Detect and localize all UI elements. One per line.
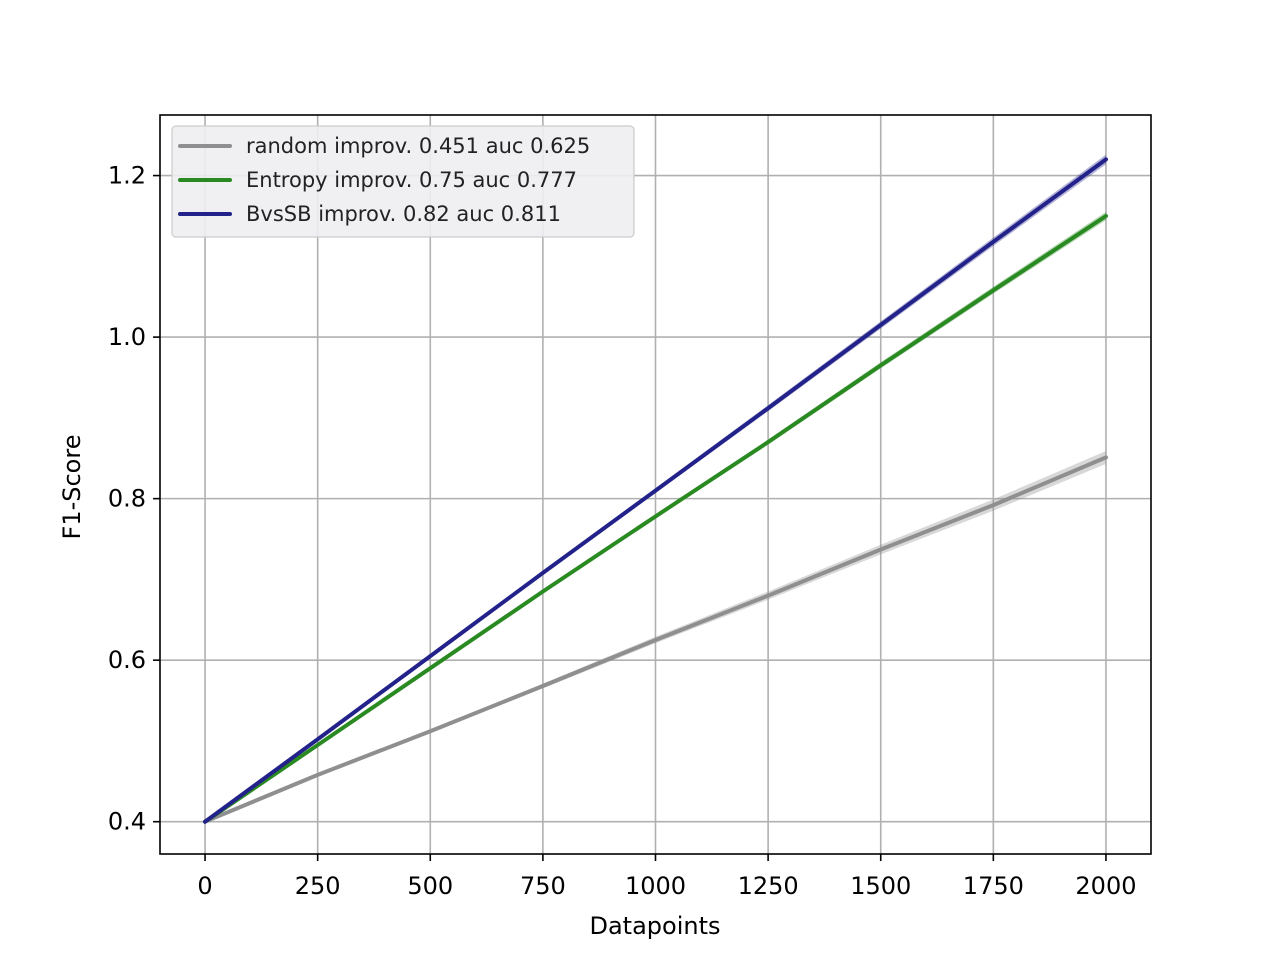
series-1-line — [203, 214, 1108, 824]
x-tick-label: 2000 — [1075, 872, 1136, 900]
y-tick-label: 1.2 — [108, 162, 146, 190]
y-axis-title: F1-Score — [58, 435, 86, 540]
x-axis-ticks: 0 250 500 750 1000 1250 1500 1750 2000 — [197, 854, 1136, 900]
y-tick-label: 0.8 — [108, 485, 146, 513]
x-tick-label: 750 — [520, 872, 566, 900]
x-axis-title: Datapoints — [589, 912, 720, 940]
grid-lines — [160, 115, 1151, 854]
legend-label-1: Entropy improv. 0.75 auc 0.777 — [246, 168, 577, 192]
x-tick-label: 1750 — [963, 872, 1024, 900]
legend: random improv. 0.451 auc 0.625 Entropy im… — [171, 125, 635, 238]
y-tick-label: 0.4 — [108, 808, 146, 836]
x-tick-label: 500 — [407, 872, 453, 900]
x-tick-label: 1250 — [738, 872, 799, 900]
x-tick-label: 0 — [197, 872, 212, 900]
legend-label-2: BvsSB improv. 0.82 auc 0.811 — [246, 202, 561, 226]
legend-label-0: random improv. 0.451 auc 0.625 — [246, 134, 590, 158]
y-tick-label: 0.6 — [108, 646, 146, 674]
x-tick-label: 250 — [295, 872, 341, 900]
y-axis-ticks: 0.4 0.6 0.8 1.0 1.2 — [108, 162, 160, 836]
y-tick-label: 1.0 — [108, 323, 146, 351]
series-0-line — [203, 455, 1108, 824]
legend-box — [171, 125, 635, 238]
series-2-line — [203, 157, 1108, 824]
x-tick-label: 1500 — [850, 872, 911, 900]
series-lines — [203, 157, 1108, 824]
x-tick-label: 1000 — [625, 872, 686, 900]
